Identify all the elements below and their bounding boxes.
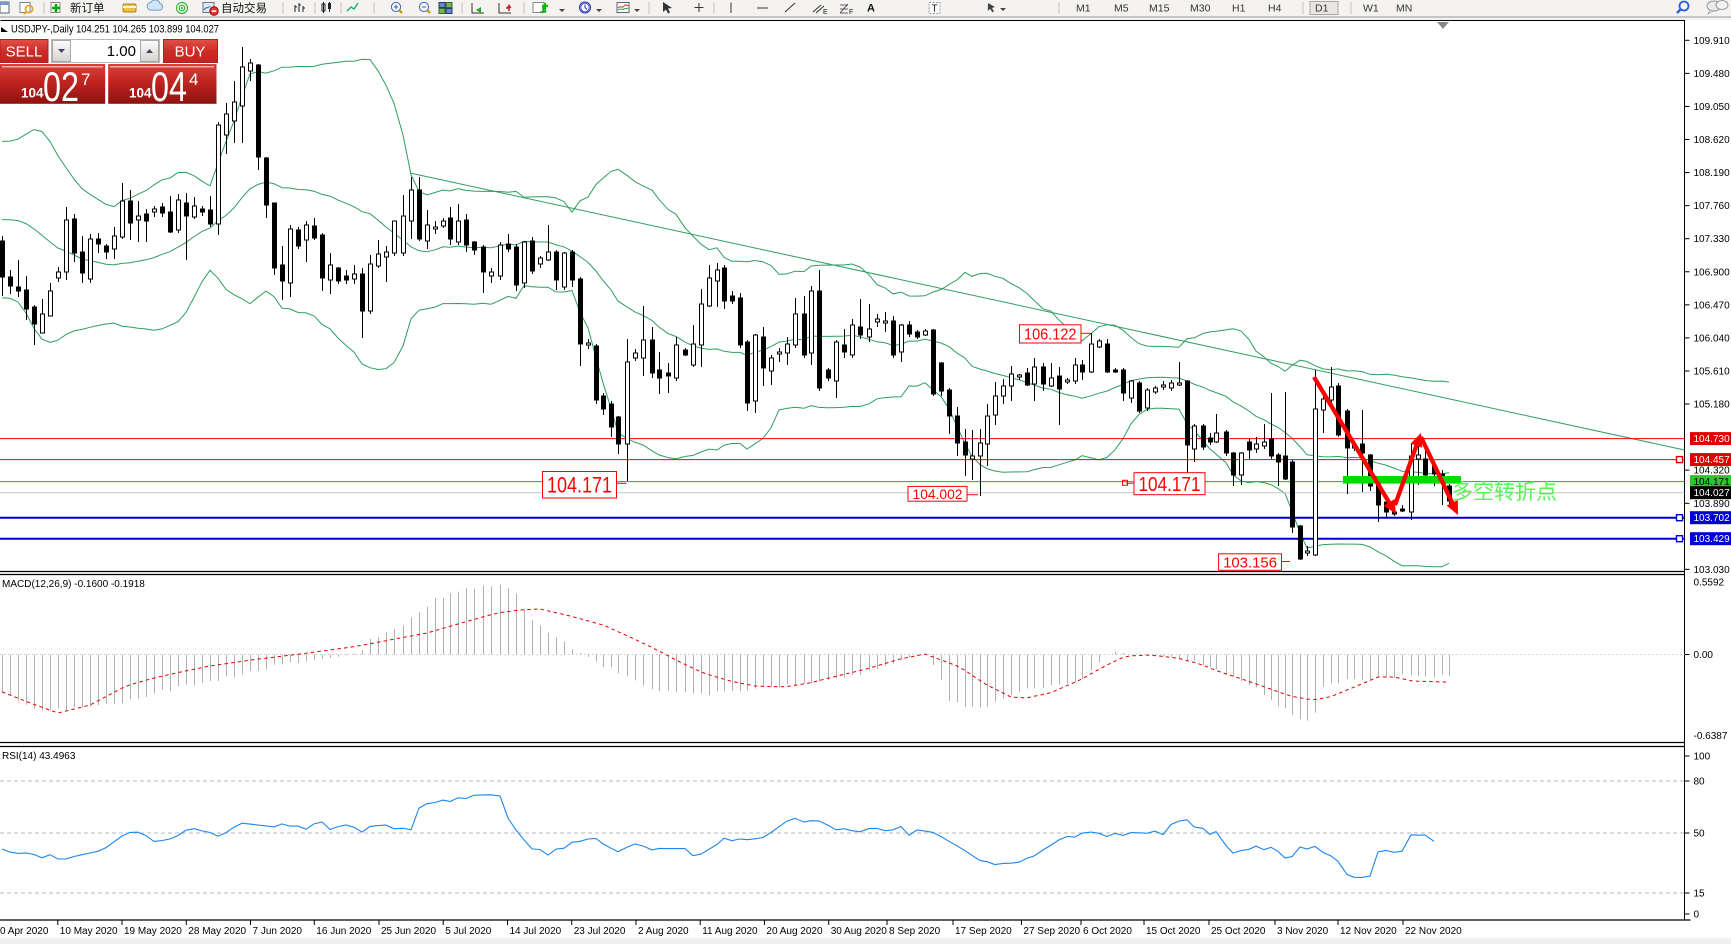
svg-text:20 Aug 2020: 20 Aug 2020 <box>766 926 823 937</box>
svg-text:103.429: 103.429 <box>1694 534 1731 545</box>
svg-text:105.610: 105.610 <box>1694 366 1731 377</box>
svg-text:22 Nov 2020: 22 Nov 2020 <box>1405 926 1462 937</box>
svg-text:25 Oct 2020: 25 Oct 2020 <box>1211 926 1266 937</box>
svg-text:H1: H1 <box>1232 3 1246 15</box>
svg-text:SELL: SELL <box>6 44 43 61</box>
svg-text:A: A <box>867 3 875 15</box>
svg-text:103.890: 103.890 <box>1694 499 1731 510</box>
svg-text:W1: W1 <box>1363 3 1379 15</box>
svg-text:8 Sep 2020: 8 Sep 2020 <box>889 926 941 937</box>
svg-text:106.470: 106.470 <box>1694 300 1731 311</box>
svg-text:USDJPY-,Daily 104.251 104.265: USDJPY-,Daily 104.251 104.265 103.899 10… <box>11 24 219 36</box>
svg-text:BUY: BUY <box>175 44 206 61</box>
svg-text:106.122: 106.122 <box>1024 327 1077 344</box>
svg-text:106.900: 106.900 <box>1694 267 1731 278</box>
svg-text:106.040: 106.040 <box>1694 333 1731 344</box>
svg-text:3 Nov 2020: 3 Nov 2020 <box>1277 926 1329 937</box>
svg-text:7 Jun 2020: 7 Jun 2020 <box>253 926 303 937</box>
svg-text:10 May 2020: 10 May 2020 <box>60 926 118 937</box>
svg-text:M1: M1 <box>1076 3 1091 15</box>
svg-text:80: 80 <box>1694 777 1706 788</box>
svg-text:M5: M5 <box>1114 3 1129 15</box>
svg-text:16 Jun 2020: 16 Jun 2020 <box>316 926 371 937</box>
svg-text:109.910: 109.910 <box>1694 36 1731 47</box>
svg-text:-0.6387: -0.6387 <box>1694 731 1728 742</box>
svg-text:2 Aug 2020: 2 Aug 2020 <box>638 926 689 937</box>
svg-text:100: 100 <box>1694 752 1711 763</box>
svg-text:108.190: 108.190 <box>1694 168 1731 179</box>
svg-text:MN: MN <box>1396 3 1412 15</box>
svg-text:新订单: 新订单 <box>70 1 105 15</box>
svg-text:0.00: 0.00 <box>1694 650 1714 661</box>
svg-text:1.00: 1.00 <box>107 43 136 60</box>
svg-text:自动交易: 自动交易 <box>221 1 267 15</box>
svg-text:30 Aug 2020: 30 Aug 2020 <box>831 926 888 937</box>
svg-text:107.330: 107.330 <box>1694 234 1731 245</box>
svg-text:4: 4 <box>189 70 198 89</box>
svg-text:104.457: 104.457 <box>1694 455 1731 466</box>
svg-text:104.171: 104.171 <box>547 473 612 498</box>
svg-text:0: 0 <box>1694 910 1700 921</box>
svg-text:02: 02 <box>43 63 79 110</box>
svg-text:103.030: 103.030 <box>1694 565 1731 576</box>
svg-text:28 May 2020: 28 May 2020 <box>188 926 246 937</box>
svg-text:0 Apr 2020: 0 Apr 2020 <box>0 926 49 937</box>
svg-text:11 Aug 2020: 11 Aug 2020 <box>702 926 758 937</box>
svg-text:T: T <box>932 4 938 15</box>
svg-text:104.002: 104.002 <box>913 486 963 502</box>
svg-text:RSI(14) 43.4963: RSI(14) 43.4963 <box>2 751 76 762</box>
svg-text:多空转折点: 多空转折点 <box>1452 481 1557 504</box>
svg-text:105.180: 105.180 <box>1694 400 1731 411</box>
svg-text:104.171: 104.171 <box>1139 474 1201 496</box>
svg-text:104: 104 <box>129 86 152 101</box>
svg-text:103.702: 103.702 <box>1694 513 1731 524</box>
svg-text:15: 15 <box>1694 889 1706 900</box>
svg-text:109.050: 109.050 <box>1694 102 1731 113</box>
svg-text:27 Sep 2020: 27 Sep 2020 <box>1023 926 1080 937</box>
svg-text:104.320: 104.320 <box>1694 466 1731 477</box>
svg-text:103.156: 103.156 <box>1223 554 1277 571</box>
svg-text:0.5592: 0.5592 <box>1694 578 1725 589</box>
svg-text:23 Jul 2020: 23 Jul 2020 <box>574 926 626 937</box>
svg-text:M15: M15 <box>1149 3 1170 15</box>
svg-text:F: F <box>849 9 853 16</box>
svg-text:50: 50 <box>1694 829 1706 840</box>
svg-text:109.480: 109.480 <box>1694 69 1731 80</box>
svg-text:5 Jul 2020: 5 Jul 2020 <box>445 926 492 937</box>
svg-text:15 Oct 2020: 15 Oct 2020 <box>1146 926 1201 937</box>
svg-text:14 Jul 2020: 14 Jul 2020 <box>510 926 562 937</box>
svg-text:6 Oct 2020: 6 Oct 2020 <box>1083 926 1132 937</box>
svg-text:104.027: 104.027 <box>1694 488 1731 499</box>
svg-text:M30: M30 <box>1190 3 1211 15</box>
svg-text:104: 104 <box>21 86 44 101</box>
svg-text:107.760: 107.760 <box>1694 201 1731 212</box>
svg-text:D1: D1 <box>1315 3 1329 15</box>
svg-text:MACD(12,26,9) -0.1600 -0.1918: MACD(12,26,9) -0.1600 -0.1918 <box>2 579 145 590</box>
svg-text:104.171: 104.171 <box>1694 477 1731 488</box>
svg-text:108.620: 108.620 <box>1694 135 1731 146</box>
svg-text:7: 7 <box>81 70 90 89</box>
svg-text:E: E <box>823 9 828 16</box>
svg-text:04: 04 <box>151 63 187 110</box>
svg-text:19 May 2020: 19 May 2020 <box>124 926 182 937</box>
svg-text:12 Nov 2020: 12 Nov 2020 <box>1340 926 1397 937</box>
svg-text:17 Sep 2020: 17 Sep 2020 <box>955 926 1012 937</box>
svg-text:104.730: 104.730 <box>1694 434 1731 445</box>
svg-text:H4: H4 <box>1268 3 1282 15</box>
svg-text:25 Jun 2020: 25 Jun 2020 <box>381 926 436 937</box>
